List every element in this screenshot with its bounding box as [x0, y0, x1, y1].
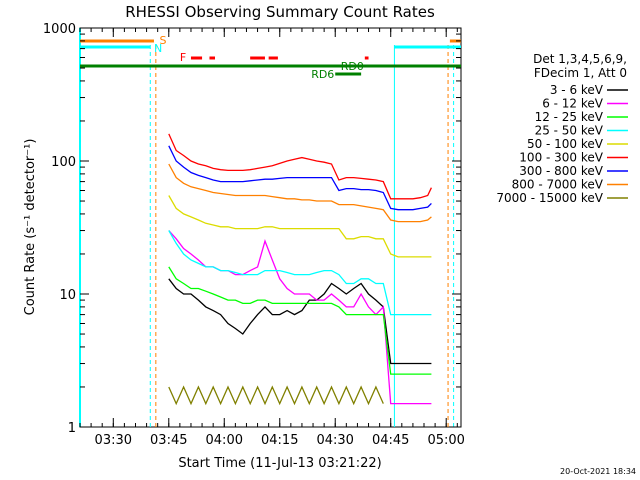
series-line-8 — [168, 385, 384, 406]
chart-title: RHESSI Observing Summary Count Rates — [125, 3, 435, 21]
legend-label-8: 7000 - 15000 keV — [496, 191, 603, 205]
legend-label-7: 800 - 7000 keV — [512, 178, 604, 192]
y-tick-label: 10 — [59, 288, 76, 303]
x-tick-label: 04:15 — [261, 433, 298, 448]
y-tick-label: 1000 — [43, 22, 76, 37]
flag-label-f: F — [180, 51, 186, 64]
x-tick-label: 03:45 — [150, 433, 187, 448]
series-line-6 — [168, 145, 432, 211]
x-tick-label: 04:00 — [206, 433, 243, 448]
series-line-5 — [168, 133, 432, 200]
x-tick-label: 03:30 — [95, 433, 132, 448]
x-axis-label: Start Time (11-Jul-13 03:21:22) — [178, 456, 381, 471]
legend-label-3: 25 - 50 keV — [535, 124, 604, 138]
flag-label-rd0: RD0 — [341, 60, 364, 73]
series-line-0 — [168, 278, 432, 365]
y-tick-label: 1 — [68, 421, 76, 436]
footer-date: 20-Oct-2021 18:34 — [560, 467, 636, 476]
x-tick-label: 05:00 — [427, 433, 464, 448]
legend: Det 1,3,4,5,6,9,FDecim 1, Att 0 3 - 6 keV… — [496, 52, 628, 205]
series-line-4 — [168, 195, 432, 258]
flag-label-rd6: RD6 — [311, 68, 334, 81]
legend-label-0: 3 - 6 keV — [550, 83, 604, 97]
series-line-1 — [168, 230, 432, 405]
series-line-3 — [168, 230, 432, 316]
legend-label-1: 6 - 12 keV — [542, 97, 604, 111]
legend-label-5: 100 - 300 keV — [519, 151, 603, 165]
series-line-2 — [168, 266, 432, 375]
y-tick-label: 100 — [51, 155, 76, 170]
legend-header-2: FDecim 1, Att 0 — [534, 66, 627, 80]
legend-label-4: 50 - 100 keV — [527, 137, 604, 151]
series-line-7 — [168, 163, 432, 223]
flag-label-s: S — [160, 34, 167, 47]
plot-area: SN F RD0 RD6 — [79, 28, 461, 427]
flag-label-n: N — [154, 42, 162, 55]
plot-frame — [79, 27, 462, 428]
legend-header-1: Det 1,3,4,5,6,9, — [533, 52, 627, 66]
legend-label-2: 12 - 25 keV — [535, 110, 604, 124]
axes: 1 10 100 1000 03:30 03:45 04:00 04:15 04:30 04:45… — [43, 22, 465, 448]
x-tick-label: 04:30 — [316, 433, 353, 448]
y-axis-label: Count Rate (s⁻¹ detector⁻¹) — [23, 139, 38, 316]
legend-label-6: 300 - 800 keV — [519, 164, 603, 178]
x-tick-label: 04:45 — [372, 433, 409, 448]
